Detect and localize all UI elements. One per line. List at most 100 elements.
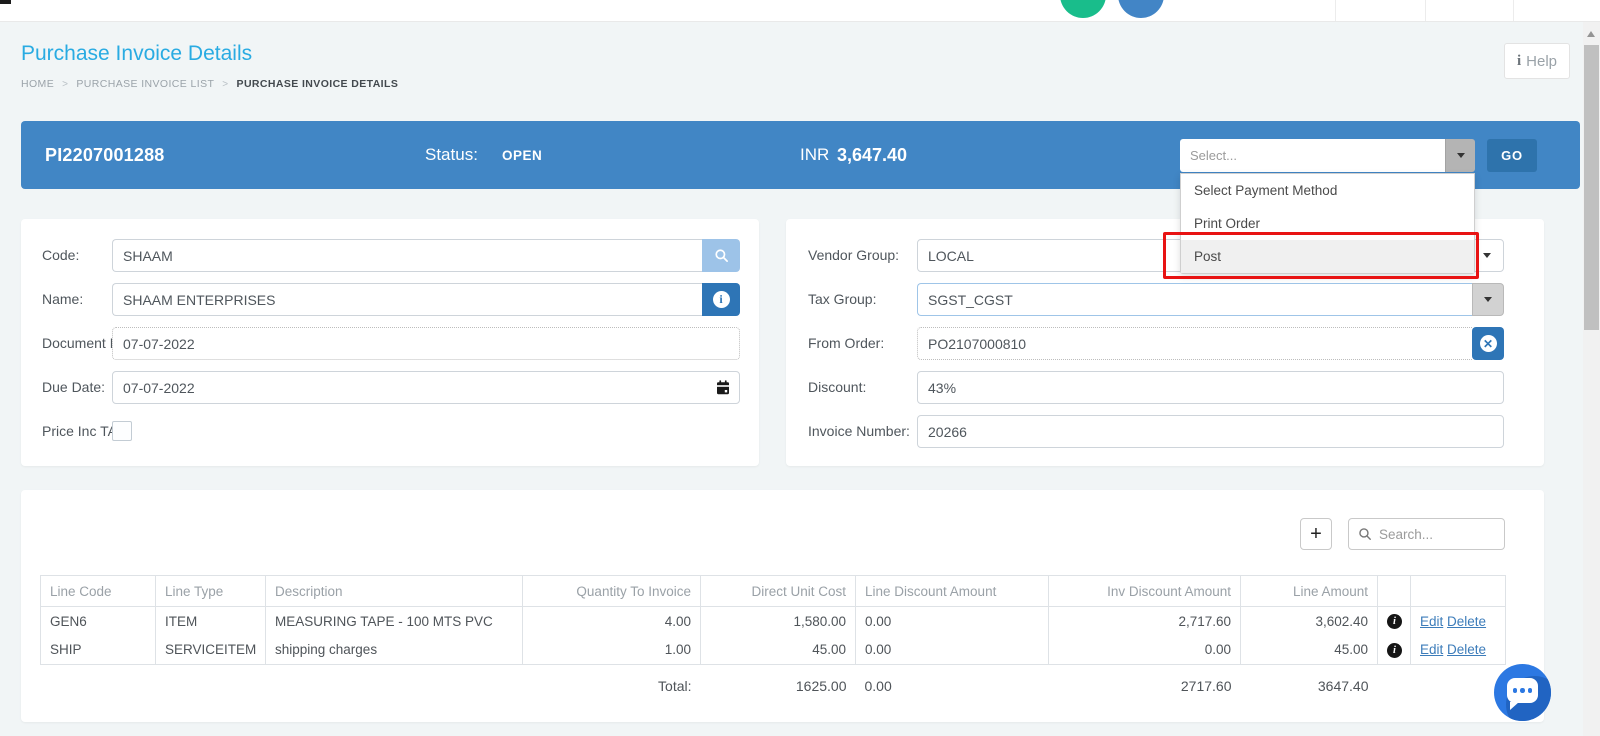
action-select-dropdown-button[interactable] bbox=[1445, 139, 1475, 172]
col-line-discount-amount: Line Discount Amount bbox=[855, 575, 1049, 607]
table-header-row: Line Code Line Type Description Quantity… bbox=[40, 575, 1506, 607]
discount-label: Discount: bbox=[808, 379, 867, 395]
cell-unit-cost: 1,580.00 bbox=[700, 606, 856, 636]
line-info-icon[interactable]: i bbox=[1387, 642, 1402, 658]
add-line-button[interactable]: + bbox=[1300, 518, 1332, 550]
total-label: Total: bbox=[658, 678, 692, 694]
menu-item-post[interactable]: Post bbox=[1181, 240, 1474, 273]
go-button[interactable]: GO bbox=[1487, 139, 1537, 172]
cell-line-amount: 3,602.40 bbox=[1240, 606, 1378, 636]
lines-search-box bbox=[1348, 518, 1505, 550]
menu-item-print-order[interactable]: Print Order bbox=[1194, 216, 1261, 231]
due-date-field bbox=[112, 371, 740, 404]
cell-inv-discount: 2,717.60 bbox=[1048, 606, 1241, 636]
breadcrumb: HOME > PURCHASE INVOICE LIST > PURCHASE … bbox=[21, 78, 398, 90]
help-button-label: Help bbox=[1526, 52, 1558, 70]
cell-line-discount: 0.00 bbox=[855, 606, 1049, 636]
menu-item-select-payment-method[interactable]: Select Payment Method bbox=[1194, 183, 1338, 198]
caret-down-icon bbox=[1456, 153, 1465, 158]
tax-group-dropdown-button[interactable] bbox=[1472, 283, 1504, 316]
tax-group-label: Tax Group: bbox=[808, 291, 877, 307]
total-unit-cost: 1625.00 bbox=[795, 678, 847, 694]
col-line-code: Line Code bbox=[40, 575, 156, 607]
vendor-name-input[interactable] bbox=[112, 283, 702, 316]
calendar-icon[interactable] bbox=[716, 380, 730, 400]
name-label: Name: bbox=[42, 291, 84, 307]
delete-line-link[interactable]: Delete bbox=[1447, 613, 1487, 629]
price-inc-tax-checkbox[interactable] bbox=[112, 421, 132, 441]
toolbar-separator bbox=[1425, 0, 1426, 21]
discount-input[interactable] bbox=[917, 371, 1504, 404]
col-actions bbox=[1410, 575, 1506, 607]
clear-from-order-button[interactable]: ✕ bbox=[1472, 327, 1504, 360]
line-info-icon[interactable]: i bbox=[1387, 614, 1402, 630]
document-date-input bbox=[112, 327, 740, 360]
chat-bubble-icon bbox=[1507, 678, 1538, 710]
vendor-search-button[interactable] bbox=[702, 239, 740, 272]
col-description: Description bbox=[265, 575, 523, 607]
col-direct-unit-cost: Direct Unit Cost bbox=[700, 575, 856, 607]
cell-qty: 4.00 bbox=[522, 606, 701, 636]
invoice-number-heading: PI2207001288 bbox=[45, 144, 165, 165]
cell-line-type: ITEM bbox=[155, 606, 266, 636]
vendor-group-label: Vendor Group: bbox=[808, 247, 900, 263]
scrollbar-up-arrow-icon[interactable] bbox=[1587, 31, 1595, 37]
search-icon bbox=[1359, 528, 1371, 540]
caret-down-icon[interactable] bbox=[1483, 253, 1491, 258]
table-row: SHIP SERVICEITEM shipping charges 1.00 4… bbox=[40, 635, 1506, 665]
invoice-number-input[interactable] bbox=[917, 415, 1504, 448]
invoice-lines-table: Line Code Line Type Description Quantity… bbox=[40, 575, 1506, 694]
cell-description: MEASURING TAPE - 100 MTS PVC bbox=[265, 606, 523, 636]
help-button[interactable]: i Help bbox=[1504, 43, 1570, 79]
invoice-number-field bbox=[917, 415, 1504, 448]
cell-line-code: SHIP bbox=[40, 635, 156, 665]
table-total-row: Total: 1625.00 0.00 2717.60 3647.40 bbox=[41, 665, 1506, 694]
cell-inv-discount: 0.00 bbox=[1048, 635, 1241, 665]
from-order-input bbox=[917, 327, 1472, 360]
cell-qty: 1.00 bbox=[522, 635, 701, 665]
breadcrumb-home[interactable]: HOME bbox=[21, 78, 55, 90]
invoice-total-amount: 3,647.40 bbox=[837, 144, 908, 165]
breadcrumb-current: PURCHASE INVOICE DETAILS bbox=[236, 78, 399, 90]
code-input[interactable] bbox=[112, 239, 702, 272]
vertical-scrollbar[interactable] bbox=[1583, 22, 1600, 736]
avatar-blue[interactable] bbox=[1118, 0, 1164, 18]
total-line-amount: 3647.40 bbox=[1317, 678, 1369, 694]
invoice-number-label: Invoice Number: bbox=[808, 423, 910, 439]
action-combobox bbox=[1180, 139, 1475, 172]
tax-group-input[interactable] bbox=[917, 283, 1472, 316]
vendor-info-button[interactable]: i bbox=[702, 283, 740, 316]
toolbar-separator bbox=[1513, 0, 1514, 21]
name-field-group: i bbox=[112, 283, 740, 316]
due-date-label: Due Date: bbox=[42, 379, 106, 395]
avatar-green[interactable] bbox=[1060, 0, 1106, 18]
scrollbar-thumb[interactable] bbox=[1584, 45, 1599, 330]
caret-down-icon bbox=[1484, 297, 1492, 302]
search-icon bbox=[714, 249, 728, 262]
lines-search-input[interactable] bbox=[1379, 526, 1504, 542]
action-dropdown-menu: Select Payment Method Print Order Post bbox=[1180, 173, 1475, 274]
discount-field bbox=[917, 371, 1504, 404]
code-field-group bbox=[112, 239, 740, 272]
tax-group-combobox bbox=[917, 283, 1504, 316]
window-corner-mark bbox=[0, 0, 11, 4]
cell-line-amount: 45.00 bbox=[1240, 635, 1378, 665]
status-label: Status: bbox=[425, 145, 478, 164]
edit-line-link[interactable]: Edit bbox=[1420, 613, 1444, 629]
currency-label: INR bbox=[800, 145, 830, 164]
code-label: Code: bbox=[42, 247, 80, 263]
cell-unit-cost: 45.00 bbox=[700, 635, 856, 665]
edit-line-link[interactable]: Edit bbox=[1420, 642, 1444, 658]
info-icon: i bbox=[1516, 52, 1522, 69]
chat-widget-button[interactable] bbox=[1494, 664, 1551, 721]
invoice-lines-card: + Line Code Line Type Description Quanti… bbox=[21, 490, 1544, 722]
action-select-input[interactable] bbox=[1180, 139, 1445, 172]
total-inv-discount: 2717.60 bbox=[1180, 678, 1232, 694]
col-line-amount: Line Amount bbox=[1240, 575, 1378, 607]
breadcrumb-purchase-invoice-list[interactable]: PURCHASE INVOICE LIST bbox=[76, 78, 215, 90]
from-order-label: From Order: bbox=[808, 335, 885, 351]
due-date-input[interactable] bbox=[112, 371, 740, 404]
delete-line-link[interactable]: Delete bbox=[1447, 642, 1487, 658]
times-circle-icon: ✕ bbox=[1479, 335, 1497, 352]
vendor-details-card: Code: Name: i Document Date: Due Date: bbox=[21, 219, 759, 466]
